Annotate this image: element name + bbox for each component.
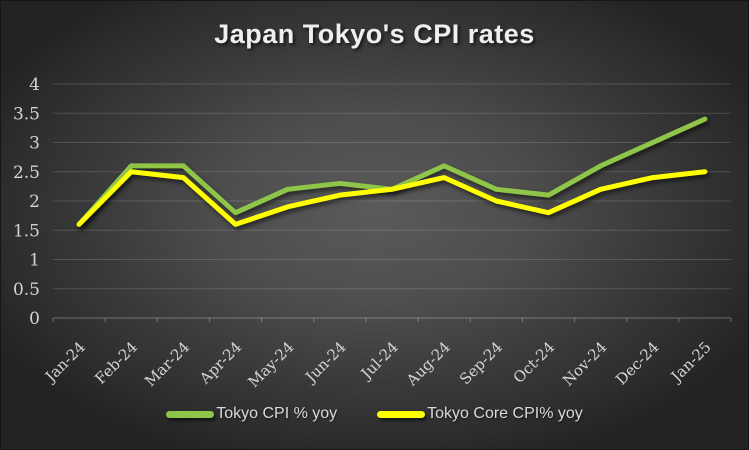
x-axis-tick-label: Aug-24 [402,338,454,390]
x-axis-tick-label: Jun-24 [301,338,350,387]
chart-title: Japan Tokyo's CPI rates [214,19,535,49]
x-axis-tick-label: Jan-25 [666,338,715,387]
legend-item-tokyo-cpi[interactable]: Tokyo CPI % yoy [166,405,337,423]
y-axis-tick-label: 0.5 [13,280,40,300]
x-axis-tick-label: Dec-24 [612,338,663,389]
x-axis-tick-label: Apr-24 [195,338,245,388]
series-line-tokyo-core-cpi [76,169,708,227]
legend-label-tokyo-core-cpi: Tokyo Core CPI% yoy [427,405,583,422]
legend: Tokyo CPI % yoy Tokyo Core CPI% yoy [1,405,748,423]
legend-label-tokyo-cpi: Tokyo CPI % yoy [216,405,338,422]
x-axis-tick-label: Mar-24 [141,338,193,390]
x-axis-tick-label: Feb-24 [91,338,141,388]
y-axis-tick-label: 1 [29,251,40,271]
y-axis-tick-label: 2 [29,192,40,212]
x-axis-tick-label: Jul-24 [356,338,402,384]
x-axis-tick-label: May-24 [245,338,298,391]
y-axis-tick-label: 3.5 [13,104,40,124]
y-axis-tick-label: 1.5 [13,221,40,241]
x-axis-tick-label: Oct-24 [510,338,559,387]
legend-item-tokyo-core-cpi[interactable]: Tokyo Core CPI% yoy [377,405,583,423]
legend-swatch-tokyo-core-cpi [377,410,426,418]
y-axis-tick-label: 2.5 [13,163,40,183]
y-axis-tick-label: 3 [29,134,40,154]
x-axis-tick-label: Jan-24 [40,338,89,387]
y-axis-tick-label: 0 [29,309,40,329]
legend-swatch-tokyo-cpi [166,410,215,418]
x-axis-tick-label: Nov-24 [559,338,610,389]
x-axis-tick-label: Sep-24 [456,338,506,388]
y-axis-tick-label: 4 [29,75,40,95]
